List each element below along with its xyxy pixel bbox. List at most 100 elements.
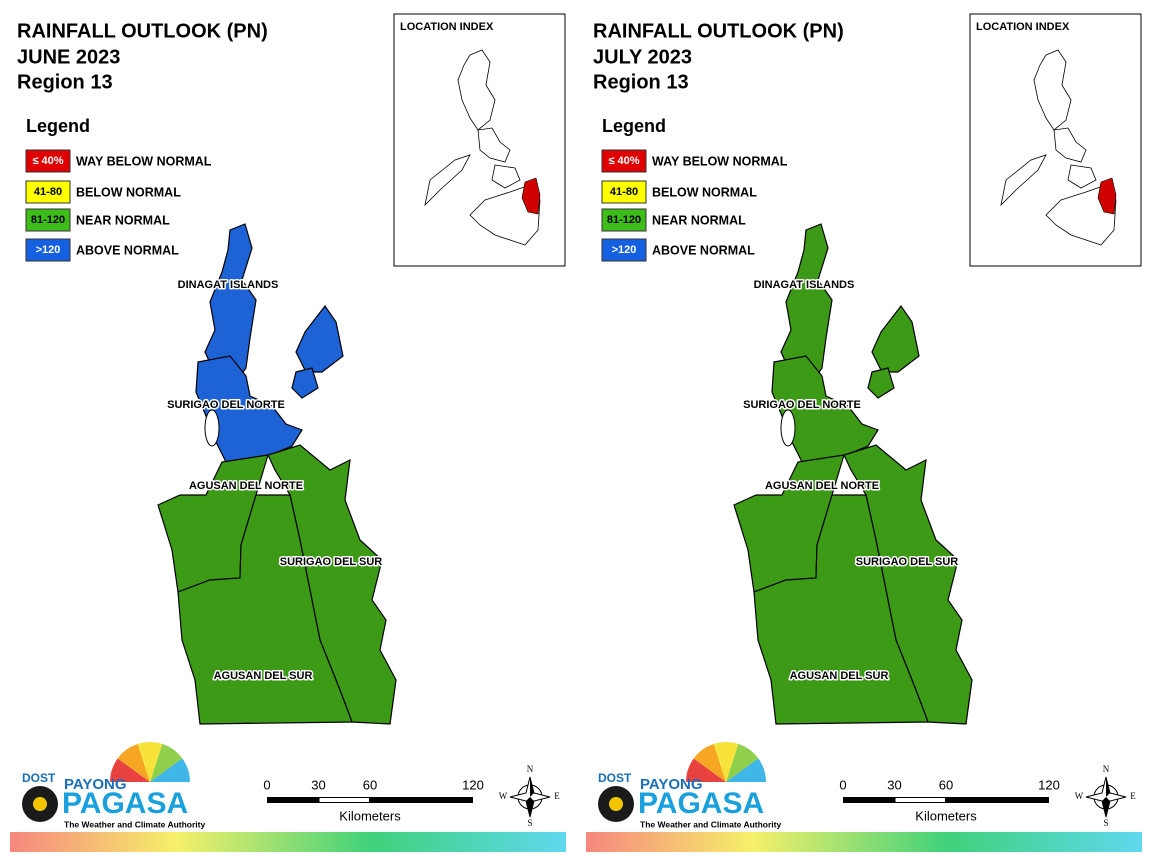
inset-land [457, 49, 496, 131]
scale-segment [268, 798, 318, 802]
legend-swatch [601, 180, 647, 204]
legend-range: ≤ 40% [32, 155, 63, 167]
scale-segment [371, 798, 472, 802]
legend-range: >120 [612, 244, 637, 256]
scale-tick-label: 30 [887, 777, 901, 792]
scale-segment [319, 798, 369, 802]
logo-agency: DOST [22, 771, 56, 785]
logo-brand-top: PAYONG [64, 776, 127, 793]
scale-tick-label: 30 [311, 777, 325, 792]
legend-range: ≤ 40% [608, 155, 639, 167]
scale-frame [843, 797, 1049, 803]
legend-range: 41-80 [610, 186, 638, 198]
inset-land [424, 154, 471, 207]
compass-e: E [1130, 791, 1136, 801]
logo-umbrella [110, 758, 150, 782]
scale-frame [267, 797, 473, 803]
province-label: AGUSAN DEL NORTE [765, 480, 879, 492]
lake [780, 409, 796, 447]
legend-title: Legend [602, 116, 666, 136]
legend-label: WAY BELOW NORMAL [76, 154, 212, 168]
inset-land [1045, 184, 1117, 246]
province-label: SURIGAO DEL SUR [856, 556, 959, 568]
province-label: AGUSAN DEL SUR [214, 670, 313, 682]
province [291, 367, 319, 399]
legend-range: >120 [36, 244, 61, 256]
province [753, 494, 929, 725]
panel-title: JUNE 2023 [17, 46, 120, 68]
province-label: SURIGAO DEL NORTE [743, 399, 861, 411]
inset-title: LOCATION INDEX [976, 21, 1070, 33]
compass-s: S [1103, 818, 1108, 828]
province-label: DINAGAT ISLANDS [754, 279, 855, 291]
panel-title: Region 13 [17, 71, 113, 93]
inset-land [469, 184, 541, 246]
logo-umbrella [150, 758, 190, 782]
compass-w: W [1075, 791, 1084, 801]
province [871, 304, 920, 373]
panel-title: RAINFALL OUTLOOK (PN) [593, 20, 844, 42]
legend-label: WAY BELOW NORMAL [652, 154, 788, 168]
inset-land [1053, 127, 1087, 163]
scale-tick-label: 0 [263, 777, 270, 792]
logo-umbrella [726, 758, 766, 782]
legend-label: ABOVE NORMAL [652, 243, 755, 257]
logo-umbrella [693, 743, 726, 782]
legend-label: ABOVE NORMAL [76, 243, 179, 257]
province-label: DINAGAT ISLANDS [178, 279, 279, 291]
panel-title: Region 13 [593, 71, 689, 93]
panel: RAINFALL OUTLOOK (PN) JULY 2023 Region 13 L… [586, 13, 1142, 852]
legend-range: 81-120 [31, 214, 65, 226]
logo-umbrella [686, 758, 726, 782]
inset-title: LOCATION INDEX [400, 21, 494, 33]
scale-tick-label: 120 [1038, 777, 1060, 792]
inset-land [1000, 154, 1047, 207]
logo-brand: PAGASA [638, 787, 764, 820]
province-label: SURIGAO DEL SUR [280, 556, 383, 568]
legend-swatch [25, 208, 71, 232]
legend-range: 81-120 [607, 214, 641, 226]
province [177, 494, 353, 725]
inset-land [477, 127, 511, 163]
scale-unit: Kilometers [915, 808, 977, 823]
logo-seal-center [33, 797, 47, 811]
footer-band [586, 832, 1142, 852]
panel: RAINFALL OUTLOOK (PN) JUNE 2023 Region 13 L… [10, 13, 566, 852]
legend-swatch [25, 180, 71, 204]
logo-tagline: The Weather and Climate Authority [64, 819, 205, 829]
logo-umbrella [150, 743, 183, 782]
scale-tick-label: 60 [939, 777, 953, 792]
legend-label: BELOW NORMAL [652, 185, 757, 199]
footer-band [10, 832, 566, 852]
province-label: AGUSAN DEL NORTE [189, 480, 303, 492]
compass-w: W [499, 791, 508, 801]
legend-swatch [601, 238, 647, 262]
logo-umbrella [726, 743, 759, 782]
legend-label: NEAR NORMAL [652, 213, 746, 227]
compass-n: N [1103, 764, 1110, 774]
inset-land [491, 164, 521, 189]
legend-title: Legend [26, 116, 90, 136]
compass-star-dark [1102, 777, 1110, 817]
legend-swatch [25, 149, 71, 173]
scale-segment [844, 798, 894, 802]
panel-title: RAINFALL OUTLOOK (PN) [17, 20, 268, 42]
legend-range: 41-80 [34, 186, 62, 198]
inset-region [521, 177, 541, 215]
panel-title: JULY 2023 [593, 46, 692, 68]
legend-swatch [601, 149, 647, 173]
province-label: SURIGAO DEL NORTE [167, 399, 285, 411]
legend-swatch [601, 208, 647, 232]
lake [204, 409, 220, 447]
scale-segment [895, 798, 945, 802]
legend-swatch [25, 238, 71, 262]
legend-label: NEAR NORMAL [76, 213, 170, 227]
province [867, 367, 895, 399]
scale-tick-label: 60 [363, 777, 377, 792]
logo-tagline: The Weather and Climate Authority [640, 819, 781, 829]
logo-seal-center [609, 797, 623, 811]
inset-region [1097, 177, 1117, 215]
compass-n: N [527, 764, 534, 774]
province-label: AGUSAN DEL SUR [790, 670, 889, 682]
